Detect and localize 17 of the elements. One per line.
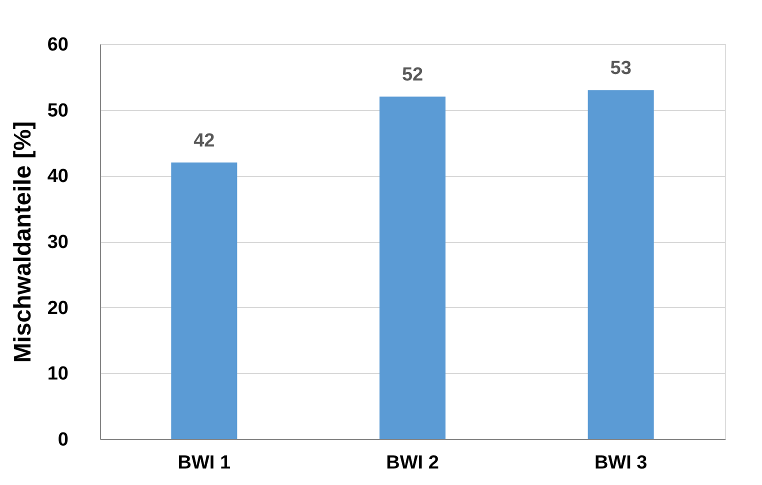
y-tick-label: 10 xyxy=(47,364,68,385)
y-tick-label: 20 xyxy=(47,298,68,319)
y-tick-label: 30 xyxy=(47,232,68,253)
bar xyxy=(588,90,654,439)
data-label: 53 xyxy=(610,58,632,80)
y-tick-label: 40 xyxy=(47,166,68,188)
data-label: 52 xyxy=(402,64,424,86)
x-tick-label: BWI 1 xyxy=(178,452,231,474)
y-tick-label: 60 xyxy=(47,34,68,56)
y-tick-label: 50 xyxy=(47,100,68,122)
data-label: 42 xyxy=(194,130,215,152)
x-tick-label: BWI 2 xyxy=(386,452,439,474)
bar xyxy=(171,162,238,439)
x-tick-label: BWI 3 xyxy=(594,452,648,474)
y-axis-title: Mischwaldanteile [%] xyxy=(9,121,36,363)
bar xyxy=(380,96,446,439)
y-tick-label: 0 xyxy=(58,430,68,450)
